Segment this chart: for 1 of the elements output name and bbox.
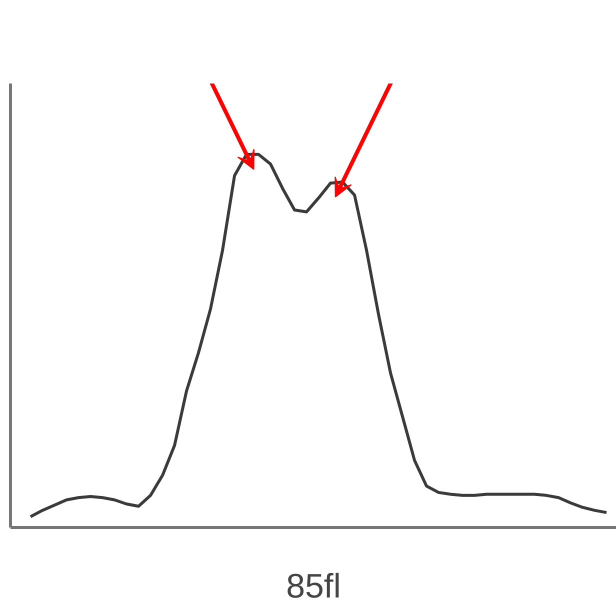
x-axis-title: 85fl <box>286 568 341 606</box>
